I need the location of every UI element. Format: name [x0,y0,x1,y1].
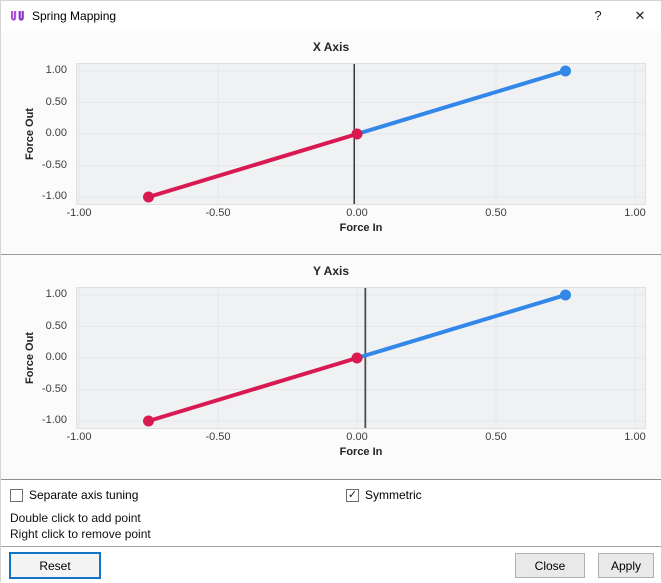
x-tick: 0.00 [346,431,368,443]
separate-axis-tuning-label: Separate axis tuning [29,488,139,502]
symmetric-label: Symmetric [365,488,422,502]
y-tick-labels: 1.00 0.50 0.00 -0.50 -1.00 [1,287,71,429]
separate-axis-tuning-checkbox[interactable]: Separate axis tuning [10,488,138,502]
close-window-button[interactable]: ✕ [634,8,646,23]
y-tick: 0.00 [45,127,67,139]
control-point[interactable] [351,128,363,140]
x-axis-label: Force In [339,222,383,234]
y-tick: 1.00 [45,288,67,300]
control-point[interactable] [560,289,571,301]
apply-button[interactable]: Apply [598,553,654,578]
control-point[interactable] [143,191,154,203]
hint-add-point: Double click to add point [10,511,141,525]
x-tick: 1.00 [624,431,646,443]
y-tick: -1.00 [41,190,67,202]
y-tick: -1.00 [41,414,67,426]
symmetric-checkbox[interactable]: ✓ Symmetric [346,488,422,502]
x-tick: 1.00 [624,207,646,219]
y-tick: -0.50 [41,382,67,395]
y-tick-labels: 1.00 0.50 0.00 -0.50 -1.00 [1,63,71,205]
x-tick: -0.50 [205,207,231,219]
x-axis-chart-panel: X Axis Force Out 1.00 0.50 0.00 -0.50 -1.00 … [1,31,661,255]
footer: Separate axis tuning ✓ Symmetric Double … [1,479,661,583]
x-axis-plot-area[interactable] [76,63,646,205]
y-axis-chart-panel: Y Axis Force Out 1.00 0.50 0.00 -0.50 -1.00 … [1,255,661,479]
hint-remove-point: Right click to remove point [10,527,151,541]
x-tick-labels: -1.00 -0.50 0.00 0.50 1.00 [66,431,646,445]
y-tick: 0.50 [45,319,67,332]
title-bar: Spring Mapping ? ✕ [1,1,661,31]
y-tick: 0.00 [45,351,67,363]
x-tick: -0.50 [205,431,231,443]
series-positive-mapping [355,293,568,360]
control-point[interactable] [143,415,154,427]
chart-title-y-axis: Y Axis [312,264,350,278]
series-negative-mapping [146,356,359,423]
reset-button[interactable]: Reset [9,552,101,579]
x-tick: 0.50 [485,431,507,443]
window-title: Spring Mapping [32,9,117,23]
y-axis-plot-area[interactable] [76,287,646,429]
x-tick: 0.50 [485,207,507,219]
y-tick: 0.50 [45,95,67,108]
charts-area: X Axis Force Out 1.00 0.50 0.00 -0.50 -1.00 … [1,31,661,479]
x-axis-label: Force In [339,446,383,458]
series-positive-mapping [355,69,568,136]
app-icon [11,10,24,21]
y-tick: 1.00 [45,64,67,76]
control-point[interactable] [351,352,363,364]
chart-title-x-axis: X Axis [312,40,350,54]
y-tick: -0.50 [41,158,67,171]
x-tick-labels: -1.00 -0.50 0.00 0.50 1.00 [66,207,646,221]
x-tick: -1.00 [66,207,92,219]
hint-text: Double click to add point Right click to… [1,510,661,546]
close-button[interactable]: Close [515,553,585,578]
control-point[interactable] [560,65,571,77]
checkbox-box[interactable]: ✓ [346,488,359,502]
series-negative-mapping [146,132,359,199]
x-tick: -1.00 [66,431,92,443]
checkbox-box[interactable] [10,488,23,502]
help-button[interactable]: ? [594,8,602,23]
x-tick: 0.00 [346,207,368,219]
